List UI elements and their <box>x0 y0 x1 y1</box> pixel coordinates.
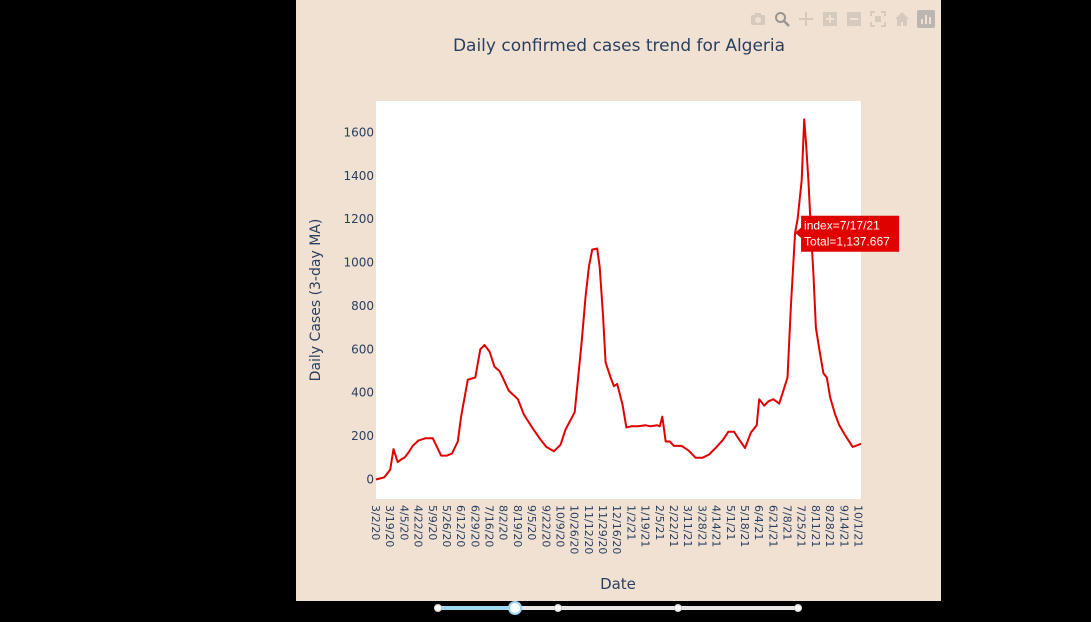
x-tick-label: 1/19/21 <box>639 505 652 547</box>
autoscale-icon[interactable] <box>869 10 887 28</box>
x-tick-label: 9/22/20 <box>539 505 552 547</box>
x-tick-label: 7/8/21 <box>781 505 794 540</box>
x-tick-label: 11/29/20 <box>596 505 609 554</box>
animation-slider[interactable] <box>434 601 802 615</box>
camera-icon[interactable] <box>749 10 767 28</box>
zoom-icon[interactable] <box>773 10 791 28</box>
x-tick-label: 4/14/21 <box>710 505 723 547</box>
slider-step[interactable] <box>554 604 562 612</box>
x-axis-title: Date <box>600 575 636 593</box>
zoom-out-icon[interactable] <box>845 10 863 28</box>
y-tick-label: 200 <box>351 429 374 443</box>
x-tick-label: 6/29/20 <box>468 505 481 547</box>
slider-step[interactable] <box>794 604 802 612</box>
chart-title: Daily confirmed cases trend for Algeria <box>453 36 785 56</box>
modebar <box>749 10 935 28</box>
x-tick-label: 4/5/20 <box>397 505 410 540</box>
tooltip-index: index=7/17/21 <box>804 219 880 233</box>
y-tick-label: 800 <box>351 299 374 313</box>
slider-step[interactable] <box>434 604 442 612</box>
x-tick-label: 3/19/20 <box>383 505 396 547</box>
x-tick-label: 5/1/21 <box>724 505 737 540</box>
home-icon[interactable] <box>893 10 911 28</box>
x-tick-label: 9/14/21 <box>837 505 850 547</box>
x-tick-label: 1/2/21 <box>624 505 637 540</box>
hover-tooltip: index=7/17/21 Total=1,137.667 <box>795 215 900 252</box>
y-axis: 0 200 400 600 800 1000 1200 1400 1600 <box>343 125 374 486</box>
x-tick-label: 8/2/20 <box>497 505 510 540</box>
x-tick-label: 10/9/20 <box>553 505 566 547</box>
slider-handle[interactable] <box>507 601 522 615</box>
x-tick-label: 5/18/21 <box>738 505 751 547</box>
x-tick-label: 6/4/21 <box>752 505 765 540</box>
x-tick-label: 10/1/21 <box>851 505 864 547</box>
pan-icon[interactable] <box>797 10 815 28</box>
x-axis: 3/2/20 3/19/20 4/5/20 4/22/20 5/9/20 5/26/20 6… <box>369 505 864 554</box>
plotly-logo-icon[interactable] <box>917 10 935 28</box>
y-axis-title: Daily Cases (3-day MA) <box>308 219 324 382</box>
x-tick-label: 4/22/20 <box>412 505 425 547</box>
x-tick-label: 11/12/20 <box>582 505 595 554</box>
y-tick-label: 1600 <box>343 125 374 139</box>
y-tick-label: 400 <box>351 386 374 400</box>
y-tick-label: 1400 <box>343 169 374 183</box>
x-tick-label: 3/11/21 <box>681 505 694 547</box>
series-line-total[interactable] <box>375 118 862 481</box>
x-tick-label: 8/28/21 <box>823 505 836 547</box>
x-tick-label: 8/11/21 <box>809 505 822 547</box>
y-tick-label: 1000 <box>343 256 374 270</box>
x-tick-label: 6/21/21 <box>766 505 779 547</box>
x-tick-label: 2/22/21 <box>667 505 680 547</box>
x-tick-label: 3/28/21 <box>695 505 708 547</box>
y-tick-label: 600 <box>351 342 374 356</box>
x-tick-label: 5/26/20 <box>440 505 453 547</box>
x-tick-label: 2/5/21 <box>653 505 666 540</box>
plot-area <box>376 101 861 499</box>
x-tick-label: 6/12/20 <box>454 505 467 547</box>
zoom-in-icon[interactable] <box>821 10 839 28</box>
y-tick-label: 0 <box>366 472 374 486</box>
x-tick-label: 3/2/20 <box>369 505 382 540</box>
y-tick-label: 1200 <box>343 212 374 226</box>
tooltip-total: Total=1,137.667 <box>804 235 890 249</box>
line-chart: Daily confirmed cases trend for Algeria … <box>308 36 900 593</box>
slider-step[interactable] <box>674 604 682 612</box>
x-tick-label: 7/25/21 <box>795 505 808 547</box>
x-tick-label: 10/26/20 <box>568 505 581 554</box>
x-tick-label: 8/19/20 <box>511 505 524 547</box>
x-tick-label: 7/16/20 <box>483 505 496 547</box>
x-tick-label: 12/16/20 <box>610 505 623 554</box>
slider-rail[interactable] <box>434 606 802 610</box>
x-tick-label: 5/9/20 <box>426 505 439 540</box>
slider-progress <box>434 606 515 610</box>
x-tick-label: 9/5/20 <box>525 505 538 540</box>
